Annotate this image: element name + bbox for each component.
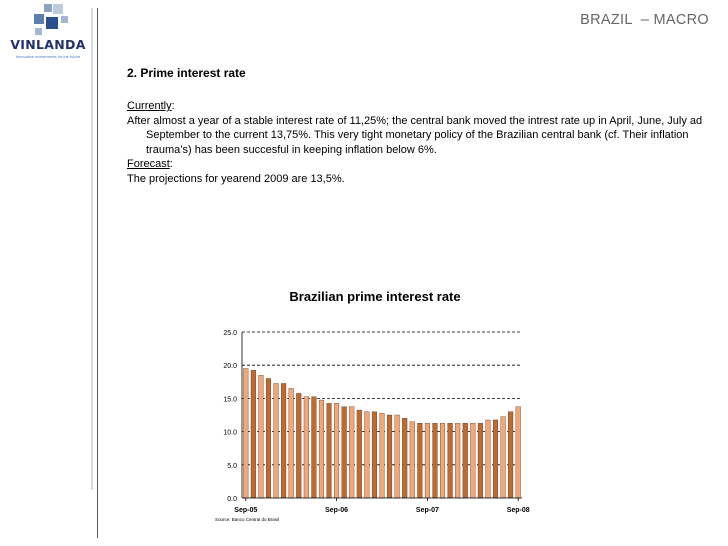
- bar: [281, 383, 287, 499]
- source-note: Source: Banco Central do Brasil: [215, 517, 279, 522]
- bar: [485, 419, 491, 499]
- logo-tagline: Innovative investments for the future: [15, 54, 81, 59]
- bar: [432, 423, 438, 499]
- bar: [356, 409, 362, 499]
- section-title: 2. Prime interest rate: [127, 66, 246, 80]
- y-tick-label: 10.0: [223, 430, 237, 437]
- bar: [515, 406, 521, 499]
- bar: [250, 370, 256, 499]
- bar: [424, 423, 430, 499]
- currently-label: Currently: [127, 100, 172, 112]
- body-text: Currently: After almost a year of a stab…: [127, 99, 707, 187]
- forecast-text: The projections for yearend 2009 are 13,…: [127, 172, 345, 185]
- forecast-label: Forecast: [127, 158, 170, 171]
- bar: [326, 403, 332, 499]
- bar: [462, 423, 468, 499]
- bar: [402, 418, 408, 499]
- bar: [258, 374, 264, 499]
- logo-square-2: [53, 4, 63, 14]
- bar: [311, 396, 317, 499]
- bar: [318, 399, 324, 499]
- logo-square-6: [35, 28, 42, 35]
- bar: [303, 396, 309, 499]
- logo-square-5: [61, 16, 68, 23]
- bar: [409, 421, 415, 499]
- chart-title: Brazilian prime interest rate: [289, 289, 461, 304]
- bar: [334, 403, 340, 499]
- bar: [243, 368, 249, 499]
- logo-square-4: [46, 17, 58, 29]
- bar: [455, 423, 461, 499]
- bar: [379, 413, 385, 499]
- bar: [492, 419, 499, 499]
- bar: [508, 411, 514, 499]
- bar: [371, 411, 377, 499]
- bar: [296, 393, 302, 499]
- logo-square-3: [34, 14, 44, 24]
- bar: [273, 383, 279, 499]
- bar: [394, 414, 400, 499]
- logo-name: VINLANDA: [10, 37, 86, 52]
- bar: [364, 411, 370, 499]
- interest-rate-chart: 0.0 5.0 10.0 15.0 20.0 25.0 Sep-05 Sep-06 Sep-07…: [215, 330, 530, 522]
- x-tick-label: Sep-07: [416, 507, 439, 514]
- bar: [349, 406, 355, 499]
- bar: [417, 423, 423, 499]
- left-divider-line: [97, 8, 98, 538]
- y-tick-label: 15.0: [223, 396, 237, 403]
- logo-square-1: [44, 4, 52, 12]
- bar: [387, 414, 393, 499]
- bar: [288, 388, 294, 499]
- bar: [440, 423, 446, 499]
- x-tick-label: Sep-08: [507, 507, 530, 514]
- currently-text: After almost a year of a stable interest…: [127, 114, 703, 156]
- y-tick-label: 20.0: [223, 363, 237, 370]
- bar: [265, 378, 272, 499]
- bar: [447, 423, 453, 499]
- x-tick-label: Sep-05: [234, 507, 257, 514]
- vinlanda-logo: [8, 4, 88, 68]
- bar: [500, 416, 506, 499]
- y-tick-label: 25.0: [223, 330, 237, 337]
- y-tick-label: 0.0: [227, 496, 237, 503]
- header-title: BRAZIL – MACRO: [580, 12, 709, 28]
- y-tick-label: 5.0: [227, 463, 237, 470]
- bar: [477, 423, 483, 499]
- bar: [470, 423, 476, 499]
- x-tick-label: Sep-06: [325, 507, 348, 514]
- left-accent-line: [91, 8, 93, 490]
- bar: [341, 406, 347, 499]
